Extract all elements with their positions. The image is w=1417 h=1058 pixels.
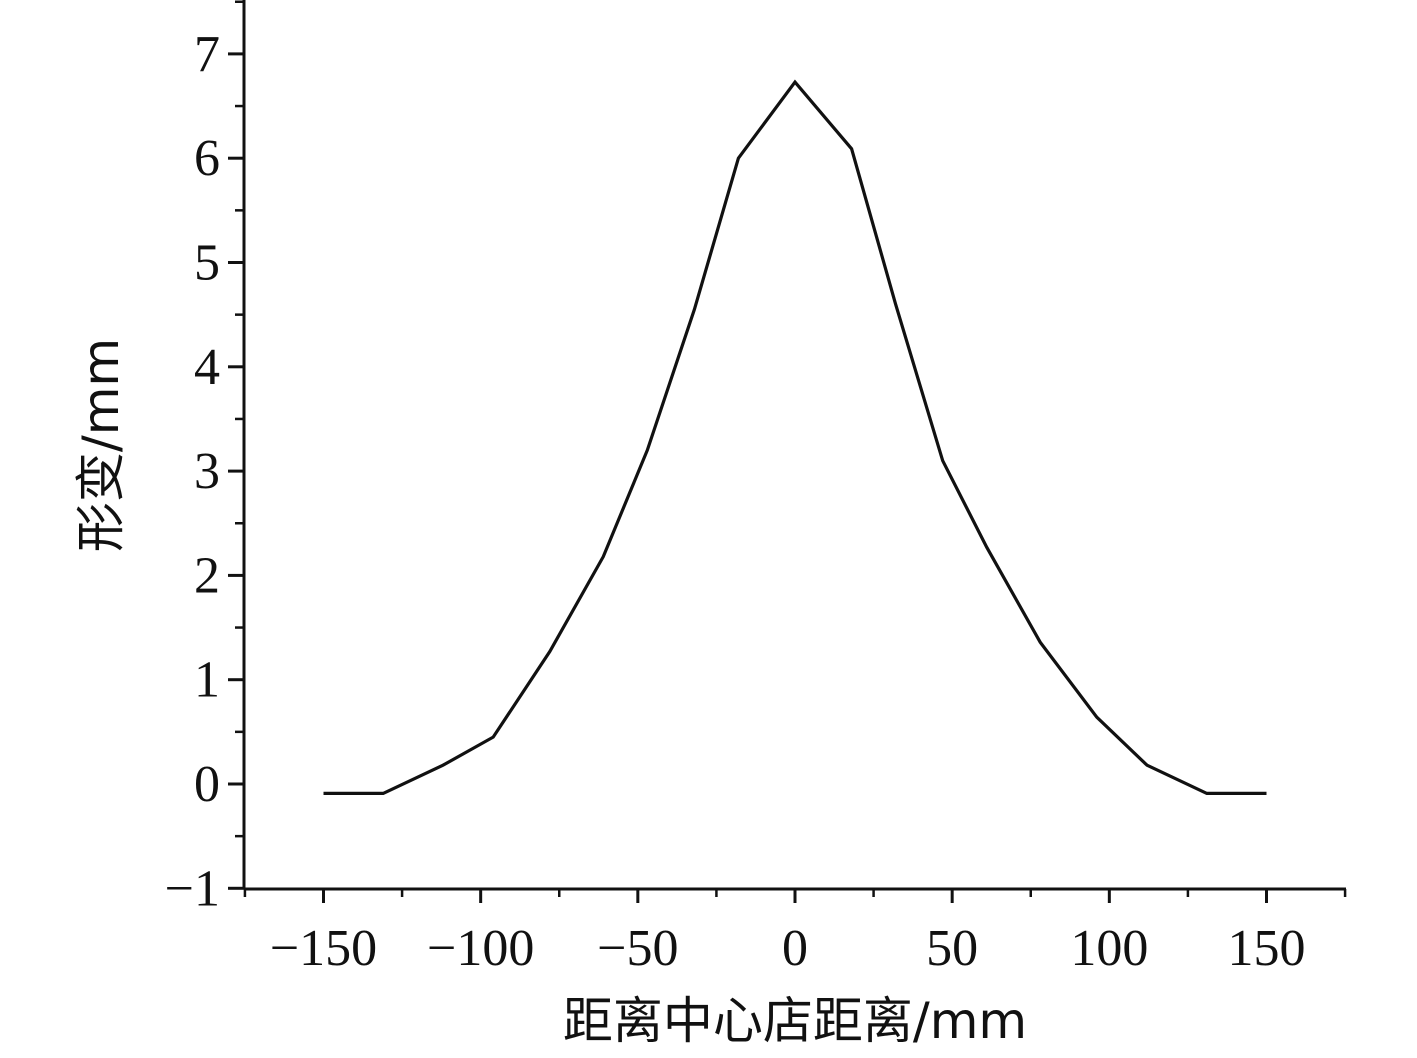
- y-axis-title: 形变/mm: [72, 338, 130, 552]
- y-ticks: −1 0 1 2 3 4 5 6 7: [165, 0, 244, 917]
- series-layer: [323, 79, 1267, 796]
- x-tick-label: 100: [1070, 920, 1148, 977]
- y-tick-label: 6: [194, 130, 220, 187]
- x-tick-label: −150: [270, 920, 377, 977]
- y-tick-label: −1: [165, 860, 220, 917]
- x-tick-label: 50: [926, 920, 978, 977]
- y-tick-label: 4: [194, 339, 220, 396]
- x-tick-label: 0: [782, 920, 808, 977]
- y-tick-label: 5: [194, 235, 220, 292]
- x-tick-label: 150: [1227, 920, 1305, 977]
- x-ticks: −150 −100 −50 0 50 100 150: [243, 889, 1347, 977]
- x-axis-title: 距离中心店距离/mm: [563, 992, 1027, 1050]
- y-tick-label: 0: [194, 756, 220, 813]
- x-tick-label: −50: [597, 920, 678, 977]
- y-tick-label: 3: [194, 443, 220, 500]
- y-tick-label: 2: [194, 547, 220, 604]
- plot-area: −1 0 1 2 3 4 5 6 7 −150 −100 −50 0 50 100 150: [165, 0, 1347, 977]
- x-tick-label: −100: [427, 920, 534, 977]
- series-line: [323, 79, 1267, 796]
- y-tick-label: 1: [194, 652, 220, 709]
- y-tick-label: 7: [194, 26, 220, 83]
